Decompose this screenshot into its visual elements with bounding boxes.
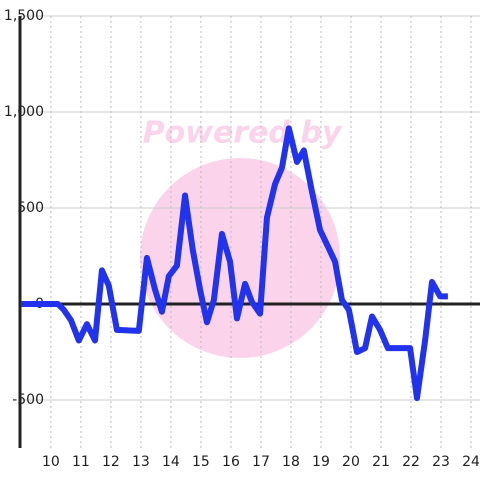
y-tick-label: 1,500 bbox=[4, 8, 44, 24]
x-tick-label: 19 bbox=[312, 454, 330, 470]
y-tick-label: -500 bbox=[12, 392, 44, 408]
y-tick-label: 500 bbox=[17, 200, 44, 216]
x-tick-label: 10 bbox=[42, 454, 60, 470]
x-tick-label: 23 bbox=[432, 454, 450, 470]
x-tick-label: 22 bbox=[402, 454, 420, 470]
x-tick-label: 18 bbox=[282, 454, 300, 470]
x-tick-label: 17 bbox=[252, 454, 270, 470]
x-tick-label: 12 bbox=[102, 454, 120, 470]
x-tick-label: 24 bbox=[462, 454, 480, 470]
y-tick-label: 1,000 bbox=[4, 104, 44, 120]
x-tick-label: 16 bbox=[222, 454, 240, 470]
x-tick-label: 20 bbox=[342, 454, 360, 470]
x-tick-label: 21 bbox=[372, 454, 390, 470]
x-tick-label: 15 bbox=[192, 454, 210, 470]
x-tick-label: 11 bbox=[72, 454, 90, 470]
series-line bbox=[20, 125, 448, 402]
x-tick-label: 14 bbox=[162, 454, 180, 470]
watermark: Powered by bbox=[143, 116, 343, 151]
x-tick-label: 13 bbox=[132, 454, 150, 470]
plot: 1,5001,0005000-5001011121314151617181920… bbox=[4, 8, 480, 470]
